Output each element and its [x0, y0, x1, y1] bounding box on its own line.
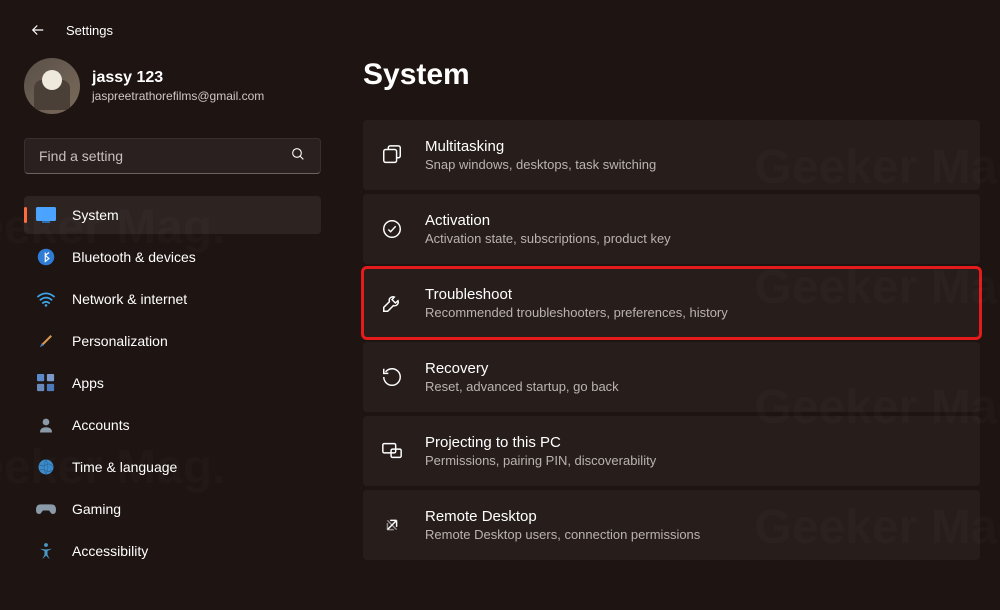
search-input[interactable] [39, 148, 290, 164]
bluetooth-icon [36, 247, 56, 267]
profile[interactable]: jassy 123 jaspreetrathorefilms@gmail.com [24, 58, 321, 114]
nav-label: Time & language [72, 459, 177, 475]
nav-label: Network & internet [72, 291, 187, 307]
nav-label: Accessibility [72, 543, 148, 559]
nav-label: Personalization [72, 333, 168, 349]
card-title: Projecting to this PC [425, 434, 656, 451]
brush-icon [36, 331, 56, 351]
accessibility-icon [36, 541, 56, 561]
card-projecting[interactable]: Projecting to this PC Permissions, pairi… [363, 416, 980, 486]
profile-email: jaspreetrathorefilms@gmail.com [92, 89, 264, 103]
card-multitasking[interactable]: Multitasking Snap windows, desktops, tas… [363, 120, 980, 190]
card-list: Multitasking Snap windows, desktops, tas… [363, 120, 980, 560]
settings-header: Settings [66, 23, 113, 38]
sidebar-item-bluetooth[interactable]: Bluetooth & devices [24, 238, 321, 276]
card-subtitle: Reset, advanced startup, go back [425, 379, 619, 394]
system-icon [36, 205, 56, 225]
wrench-icon [381, 292, 403, 314]
globe-icon [36, 457, 56, 477]
card-activation[interactable]: Activation Activation state, subscriptio… [363, 194, 980, 264]
sidebar-item-time[interactable]: Time & language [24, 448, 321, 486]
multitask-icon [381, 144, 403, 166]
top-bar: Settings [0, 0, 1000, 40]
sidebar-item-accessibility[interactable]: Accessibility [24, 532, 321, 570]
search-box[interactable] [24, 138, 321, 174]
gamepad-icon [36, 499, 56, 519]
card-title: Multitasking [425, 138, 656, 155]
profile-name: jassy 123 [92, 69, 264, 87]
sidebar-item-gaming[interactable]: Gaming [24, 490, 321, 528]
nav-label: Gaming [72, 501, 121, 517]
remote-icon [381, 514, 403, 536]
avatar [24, 58, 80, 114]
sidebar-item-personalization[interactable]: Personalization [24, 322, 321, 360]
card-recovery[interactable]: Recovery Reset, advanced startup, go bac… [363, 342, 980, 412]
card-title: Troubleshoot [425, 286, 728, 303]
apps-icon [36, 373, 56, 393]
sidebar-item-accounts[interactable]: Accounts [24, 406, 321, 444]
project-icon [381, 440, 403, 462]
sidebar-item-network[interactable]: Network & internet [24, 280, 321, 318]
card-remote-desktop[interactable]: Remote Desktop Remote Desktop users, con… [363, 490, 980, 560]
recovery-icon [381, 366, 403, 388]
nav-label: System [72, 207, 119, 223]
card-subtitle: Permissions, pairing PIN, discoverabilit… [425, 453, 656, 468]
check-icon [381, 218, 403, 240]
card-troubleshoot[interactable]: Troubleshoot Recommended troubleshooters… [363, 268, 980, 338]
card-subtitle: Snap windows, desktops, task switching [425, 157, 656, 172]
card-title: Recovery [425, 360, 619, 377]
page-title: System [363, 58, 980, 92]
back-icon[interactable] [28, 20, 48, 40]
card-title: Remote Desktop [425, 508, 700, 525]
card-title: Activation [425, 212, 671, 229]
sidebar: jassy 123 jaspreetrathorefilms@gmail.com… [0, 40, 335, 605]
card-subtitle: Remote Desktop users, connection permiss… [425, 527, 700, 542]
nav-label: Apps [72, 375, 104, 391]
person-icon [36, 415, 56, 435]
card-subtitle: Recommended troubleshooters, preferences… [425, 305, 728, 320]
nav-list: System Bluetooth & devices Network & int… [24, 196, 321, 570]
sidebar-item-apps[interactable]: Apps [24, 364, 321, 402]
main-content: System Multitasking Snap windows, deskto… [335, 40, 1000, 605]
nav-label: Bluetooth & devices [72, 249, 196, 265]
nav-label: Accounts [72, 417, 130, 433]
search-icon [290, 146, 306, 167]
card-subtitle: Activation state, subscriptions, product… [425, 231, 671, 246]
sidebar-item-system[interactable]: System [24, 196, 321, 234]
wifi-icon [36, 289, 56, 309]
